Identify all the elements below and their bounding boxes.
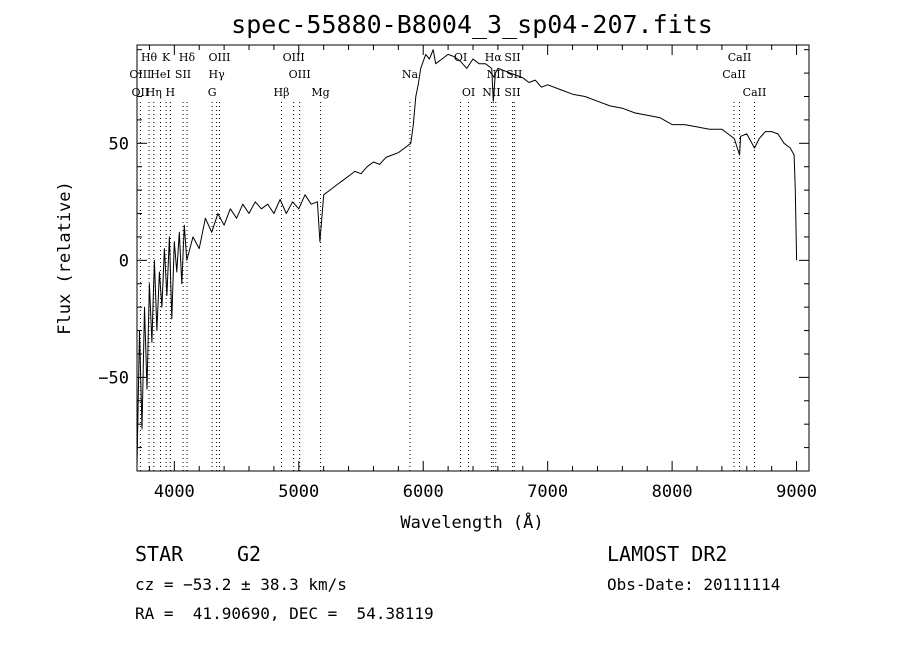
spectral-line-label: Hβ [274,86,290,99]
survey-label: LAMOST DR2 [607,542,728,566]
x-tick-label: 6000 [403,482,444,502]
spectral-line-label: OIII [283,51,305,64]
plot-frame [136,44,810,472]
object-class: STAR [135,542,184,566]
spectral-line-label: Hη [146,86,162,99]
y-axis-label: Flux (relative) [55,181,75,335]
x-tick-label: 5000 [278,482,319,502]
spectral-line-label: CaII [743,86,767,99]
x-tick-label: 8000 [652,482,693,502]
spectral-line-label: HeI [150,68,170,81]
x-axis-label: Wavelength (Å) [400,511,543,533]
spectral-line-label: Hα [485,51,503,64]
spectral-line-label: K [162,51,171,64]
x-tick-label: 9000 [776,482,817,502]
spectral-line-label: G [208,86,217,99]
spectral-line-label: Na [402,68,419,81]
y-tick-label: 50 [109,134,129,154]
spectral-line-label: OI [454,51,467,64]
redshift-cz: cz = −53.2 ± 38.3 km/s [135,575,347,594]
y-tick-label: −50 [98,368,129,388]
spectral-line-label: NII [482,86,500,99]
x-tick-label: 4000 [154,482,195,502]
spectrum-series [136,49,798,467]
spectral-line-label: OIII [208,51,230,64]
spectral-line-label: SII [504,51,520,64]
spectral-line-label: H [166,86,176,99]
spectral-line-label: Mg [311,86,329,99]
axis-ticks: 4000 5000 6000 7000 8000 9000 −50 0 50 [98,45,817,502]
spectrum-line [136,49,798,467]
spectral-line-label: OI [462,86,475,99]
object-subclass: G2 [237,542,262,566]
spectral-line-label: Hθ [141,51,158,64]
spectral-line-label: Hγ [209,68,226,81]
spectral-line-label: OII [132,86,150,99]
spectral-line-label: CaII [722,68,746,81]
spectral-line-label: SII [504,86,520,99]
spectral-line-label: SII [175,68,191,81]
chart-title: spec-55880-B8004_3_sp04-207.fits [231,10,713,39]
ra-dec-coordinates: RA = 41.90690, DEC = 54.38119 [135,604,434,623]
observation-date: Obs-Date: 20111114 [607,575,781,594]
spectral-line-label: OIII [289,68,311,81]
x-tick-label: 7000 [527,482,568,502]
spectral-line-label: Hδ [179,51,196,64]
spectral-line-label: OIII [129,68,151,81]
y-tick-label: 0 [119,251,129,271]
spectral-line-label: CaII [728,51,752,64]
